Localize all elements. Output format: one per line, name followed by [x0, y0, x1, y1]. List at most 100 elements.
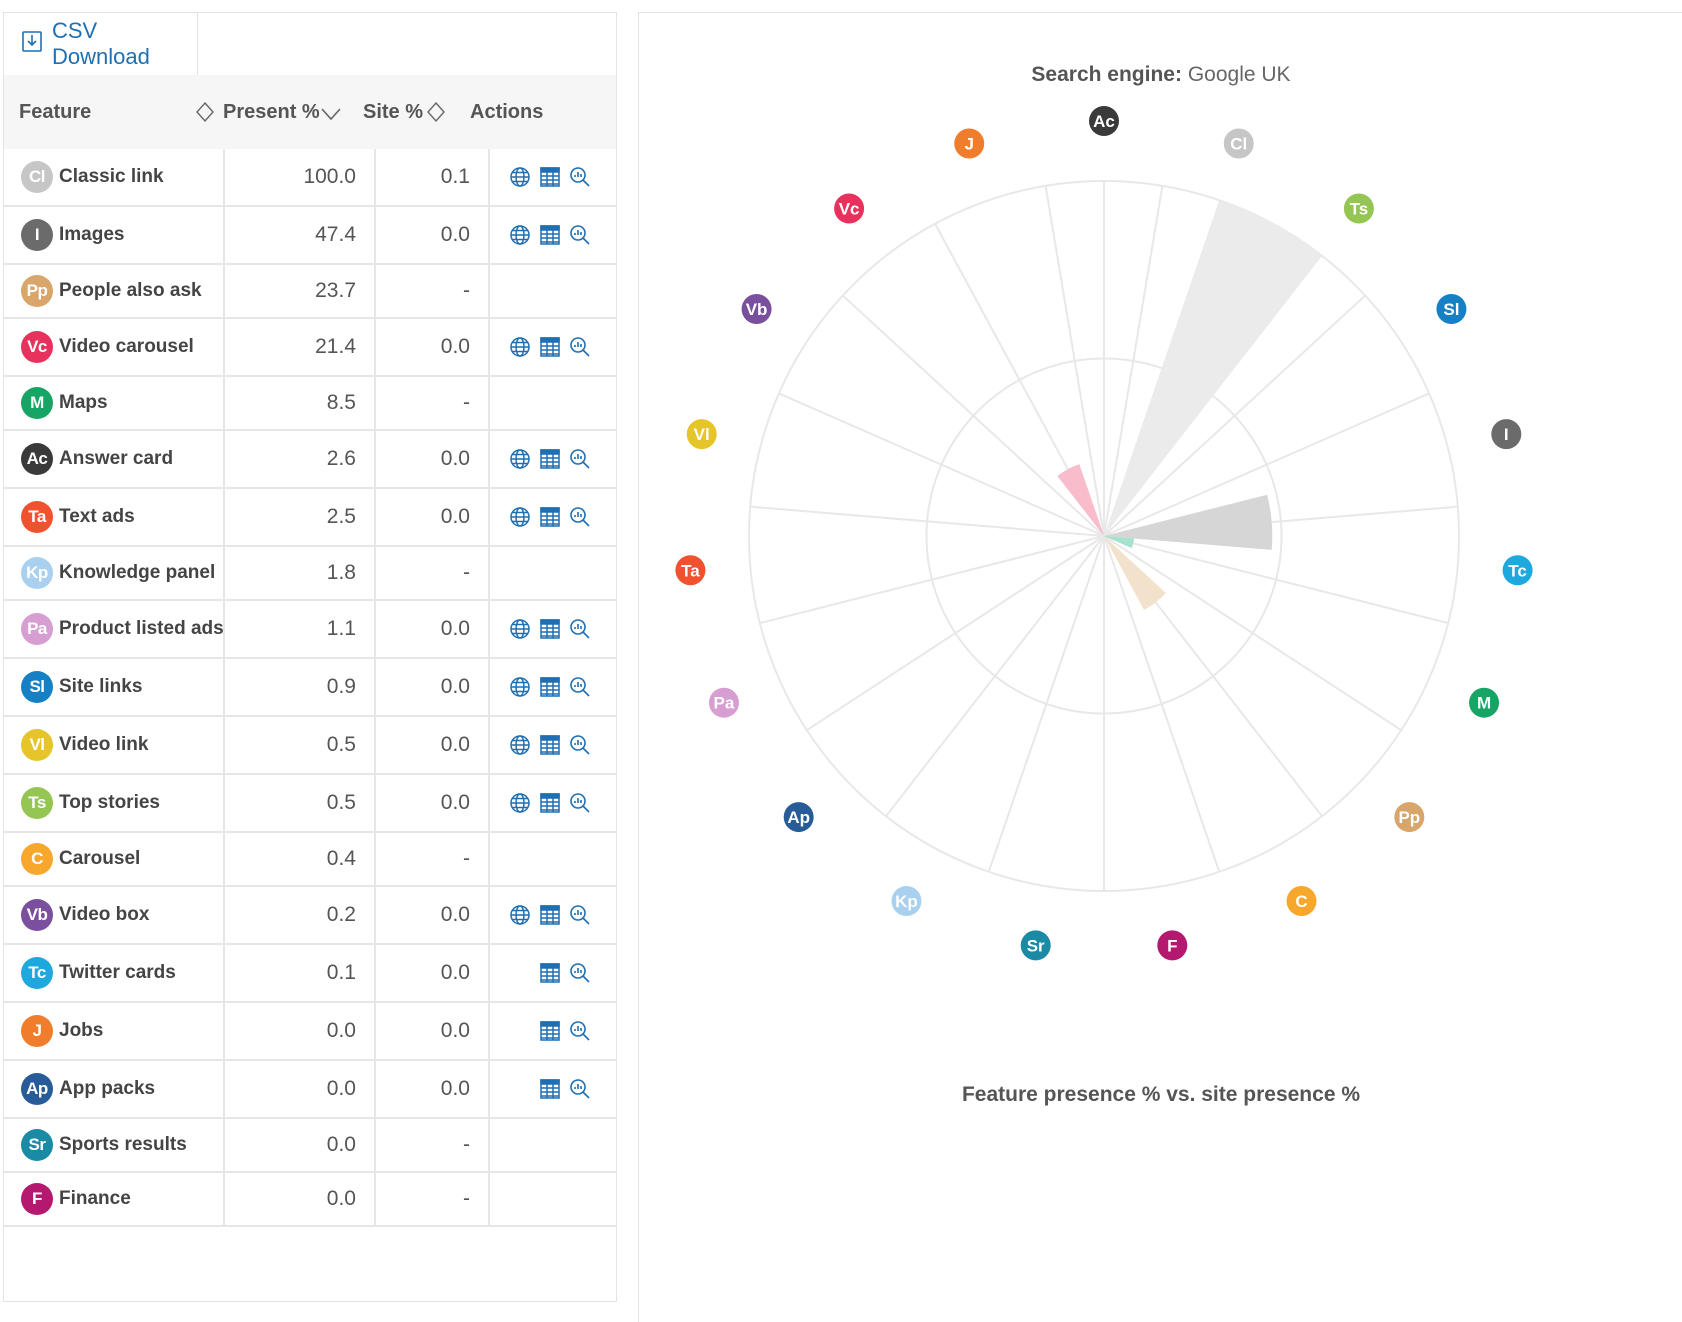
- search-analytics-icon[interactable]: [568, 733, 592, 757]
- column-header-feature[interactable]: Feature: [19, 75, 224, 149]
- table-row: Vc Video carousel 21.4 0.0: [4, 319, 616, 377]
- search-analytics-icon[interactable]: [568, 447, 592, 471]
- table-icon[interactable]: [538, 223, 562, 247]
- table-icon[interactable]: [538, 505, 562, 529]
- present-percent-cell: 0.0: [225, 1173, 376, 1225]
- feature-name: Product listed ads: [59, 618, 224, 639]
- search-analytics-icon[interactable]: [568, 791, 592, 815]
- feature-cell: Ts Top stories: [4, 775, 225, 831]
- grid-spoke: [1103, 392, 1430, 537]
- present-percent-cell: 0.0: [225, 1061, 376, 1117]
- grid-spoke: [987, 535, 1105, 873]
- feature-cell: M Maps: [4, 377, 225, 429]
- feature-name: Site links: [59, 676, 143, 697]
- site-percent-cell: -: [376, 1119, 490, 1171]
- feature-cell: Ac Answer card: [4, 431, 225, 487]
- globe-icon[interactable]: [508, 223, 532, 247]
- chart-badge-vl: Vl: [686, 419, 717, 450]
- globe-icon[interactable]: [508, 903, 532, 927]
- globe-icon[interactable]: [508, 505, 532, 529]
- actions-cell: [490, 601, 616, 657]
- search-analytics-icon[interactable]: [568, 1077, 592, 1101]
- feature-name: Twitter cards: [59, 962, 176, 983]
- site-percent-cell: 0.0: [376, 775, 490, 831]
- table-icon[interactable]: [538, 675, 562, 699]
- globe-icon[interactable]: [508, 447, 532, 471]
- table-icon[interactable]: [538, 617, 562, 641]
- grid-spoke: [1103, 185, 1164, 537]
- search-analytics-icon[interactable]: [568, 223, 592, 247]
- chart-badge-c: C: [1286, 885, 1317, 916]
- search-analytics-icon[interactable]: [568, 675, 592, 699]
- chart-badge-ac: Ac: [1089, 106, 1119, 136]
- wedge-i[interactable]: [1104, 494, 1273, 550]
- chart-badge-m: M: [1469, 687, 1500, 718]
- svg-text:Vb: Vb: [746, 300, 768, 319]
- present-percent-cell: 100.0: [225, 149, 376, 205]
- feature-name: Classic link: [59, 166, 164, 187]
- search-analytics-icon[interactable]: [568, 617, 592, 641]
- globe-icon[interactable]: [508, 165, 532, 189]
- table-icon[interactable]: [538, 165, 562, 189]
- search-analytics-icon[interactable]: [568, 505, 592, 529]
- table-icon[interactable]: [538, 903, 562, 927]
- table-row: Kp Knowledge panel 1.8 -: [4, 547, 616, 601]
- svg-text:J: J: [965, 134, 974, 153]
- globe-icon[interactable]: [508, 791, 532, 815]
- present-percent-cell: 0.5: [225, 717, 376, 773]
- feature-table-panel: CSV Download Feature Present % Site % Ac…: [3, 12, 617, 1302]
- chart-badge-ts: Ts: [1343, 193, 1374, 224]
- feature-name: Video box: [59, 904, 150, 925]
- feature-cell: Vl Video link: [4, 717, 225, 773]
- site-percent-cell: 0.0: [376, 207, 490, 263]
- column-header-actions: Actions: [470, 75, 610, 149]
- csv-download-button[interactable]: CSV Download: [4, 13, 198, 75]
- search-analytics-icon[interactable]: [568, 165, 592, 189]
- feature-badge: Vb: [21, 899, 53, 931]
- wedge-cl[interactable]: [1104, 200, 1323, 537]
- wedge-pp[interactable]: [1104, 536, 1166, 610]
- table-icon[interactable]: [538, 733, 562, 757]
- table-icon[interactable]: [538, 961, 562, 985]
- grid-spoke: [778, 392, 1105, 537]
- present-percent-cell: 0.9: [225, 659, 376, 715]
- present-percent-cell: 1.8: [225, 547, 376, 599]
- column-header-site[interactable]: Site %: [363, 75, 473, 149]
- table-row: Cl Classic link 100.0 0.1: [4, 149, 616, 207]
- feature-name: Video carousel: [59, 336, 194, 357]
- feature-name: Top stories: [59, 792, 160, 813]
- table-icon[interactable]: [538, 1077, 562, 1101]
- actions-cell: [490, 547, 616, 599]
- table-icon[interactable]: [538, 447, 562, 471]
- search-analytics-icon[interactable]: [568, 903, 592, 927]
- table-row: Ap App packs 0.0 0.0: [4, 1061, 616, 1119]
- feature-badge: F: [21, 1183, 53, 1215]
- feature-cell: Kp Knowledge panel: [4, 547, 225, 599]
- wedge-vc[interactable]: [1057, 464, 1104, 536]
- search-analytics-icon[interactable]: [568, 335, 592, 359]
- actions-cell: [490, 833, 616, 885]
- globe-icon[interactable]: [508, 675, 532, 699]
- svg-text:F: F: [1167, 936, 1177, 955]
- feature-name: Sports results: [59, 1134, 187, 1155]
- wedge-tc[interactable]: [1104, 536, 1135, 549]
- chart-badge-j: J: [954, 128, 985, 159]
- present-percent-cell: 47.4: [225, 207, 376, 263]
- table-icon[interactable]: [538, 335, 562, 359]
- chart-badge-tc: Tc: [1502, 555, 1533, 586]
- search-analytics-icon[interactable]: [568, 961, 592, 985]
- globe-icon[interactable]: [508, 733, 532, 757]
- search-analytics-icon[interactable]: [568, 1019, 592, 1043]
- feature-badge: Pa: [21, 613, 53, 645]
- csv-download-label: CSV Download: [52, 18, 150, 69]
- globe-icon[interactable]: [508, 617, 532, 641]
- actions-cell: [490, 1173, 616, 1225]
- feature-cell: Tc Twitter cards: [4, 945, 225, 1001]
- table-icon[interactable]: [538, 791, 562, 815]
- grid-spoke: [885, 535, 1105, 817]
- chart-badge-sl: Sl: [1436, 294, 1467, 325]
- table-icon[interactable]: [538, 1019, 562, 1043]
- column-header-present[interactable]: Present %: [223, 75, 368, 149]
- actions-cell: [490, 659, 616, 715]
- globe-icon[interactable]: [508, 335, 532, 359]
